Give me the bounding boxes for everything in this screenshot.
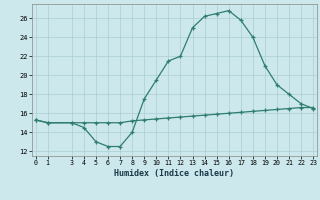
X-axis label: Humidex (Indice chaleur): Humidex (Indice chaleur) [115,169,234,178]
